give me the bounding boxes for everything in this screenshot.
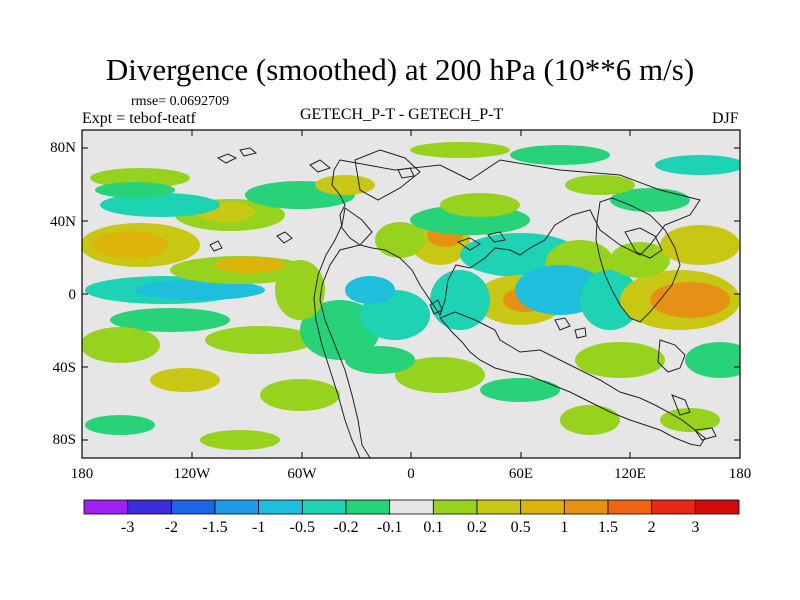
divergence-blob <box>440 193 520 217</box>
colorbar-label: -0.1 <box>376 519 403 536</box>
divergence-blob <box>315 175 375 195</box>
divergence-blob <box>580 270 640 330</box>
colorbar-swatch <box>432 499 478 515</box>
colorbar-label: 3 <box>691 519 700 536</box>
divergence-blob <box>575 342 665 378</box>
divergence-blob <box>375 222 425 258</box>
colorbar-label: 0.5 <box>510 519 531 536</box>
divergence-blob <box>655 155 740 175</box>
lon-label-0: 0 <box>407 466 415 482</box>
divergence-blob <box>90 168 190 188</box>
lon-label-180e: 180 <box>728 466 752 482</box>
colorbar-label: 2 <box>647 519 656 536</box>
colorbar-swatch <box>607 499 653 515</box>
divergence-blob <box>345 346 415 374</box>
colorbar-label: -3 <box>120 519 135 536</box>
divergence-blob <box>260 379 340 411</box>
divergence-blob <box>685 342 740 378</box>
season-label: DJF <box>712 110 739 127</box>
divergence-blob <box>610 188 690 212</box>
lon-label-60e: 60E <box>508 466 534 482</box>
divergence-field <box>82 130 740 458</box>
colorbar-label: 0.2 <box>467 519 487 536</box>
colorbar-swatch <box>83 499 129 515</box>
colorbar-swatch <box>389 499 434 515</box>
map-title: Divergence (smoothed) at 200 hPa (10**6 … <box>105 52 695 87</box>
divergence-blob <box>150 368 220 392</box>
divergence-blob <box>510 145 610 165</box>
experiment-label: Expt = tebof-teatf <box>82 110 196 127</box>
lon-label-120w: 120W <box>173 466 211 482</box>
divergence-blob <box>650 282 730 318</box>
divergence-blob <box>430 270 490 330</box>
colorbar-label: -0.2 <box>333 519 359 536</box>
comparison-label: GETECH_P-T - GETECH_P-T <box>300 106 504 123</box>
divergence-blob <box>110 308 230 332</box>
colorbar-swatch <box>651 499 696 515</box>
colorbar-label: 1.5 <box>598 519 618 536</box>
divergence-blob <box>275 260 325 320</box>
colorbar-label: -1 <box>251 519 266 536</box>
lat-label-0: 0 <box>68 287 77 303</box>
divergence-blob <box>200 430 280 450</box>
colorbar-label: 0.1 <box>423 519 444 536</box>
lat-label-80s: 80S <box>52 432 76 448</box>
lat-label-80n: 80N <box>50 140 76 156</box>
colorbar-swatch <box>214 499 260 515</box>
colorbar-swatch <box>170 499 216 515</box>
colorbar-swatch <box>563 499 609 515</box>
lon-label-60w: 60W <box>287 466 317 482</box>
lat-label-40s: 40S <box>52 360 76 376</box>
colorbar-label: -2 <box>164 519 178 536</box>
divergence-blob <box>410 142 510 158</box>
colorbar-label: -0.5 <box>289 519 315 536</box>
divergence-blob <box>215 257 285 273</box>
divergence-blob <box>92 231 168 259</box>
divergence-blob <box>660 225 740 265</box>
axis-ticks <box>81 130 741 458</box>
divergence-blob <box>82 327 160 363</box>
colorbar-swatch <box>301 499 347 515</box>
rmse-label: rmse= 0.0692709 <box>131 94 230 109</box>
divergence-blob <box>205 326 315 354</box>
colorbar <box>83 499 740 515</box>
colorbar-swatch <box>476 499 522 515</box>
coastlines <box>209 147 717 458</box>
colorbar-label: 1 <box>560 519 569 536</box>
divergence-blob <box>85 415 155 435</box>
divergence-blob <box>660 408 720 432</box>
divergence-blob <box>610 242 670 278</box>
colorbar-label: -1.5 <box>202 519 228 536</box>
colorbar-swatch <box>345 499 391 515</box>
divergence-blob <box>395 357 485 393</box>
lat-label-40n: 40N <box>50 214 76 230</box>
colorbar-swatch <box>694 499 740 515</box>
divergence-blob <box>95 182 175 198</box>
lon-label-180w: 180 <box>70 466 94 482</box>
colorbar-swatch <box>520 499 565 515</box>
divergence-blob <box>480 378 560 402</box>
colorbar-swatch <box>258 499 303 515</box>
lon-label-120e: 120E <box>614 466 646 482</box>
divergence-blob <box>565 175 635 195</box>
divergence-blob <box>100 193 220 217</box>
colorbar-swatch <box>127 499 172 515</box>
divergence-blob <box>135 280 265 300</box>
divergence-blob <box>345 276 395 304</box>
divergence-blob <box>560 405 620 435</box>
